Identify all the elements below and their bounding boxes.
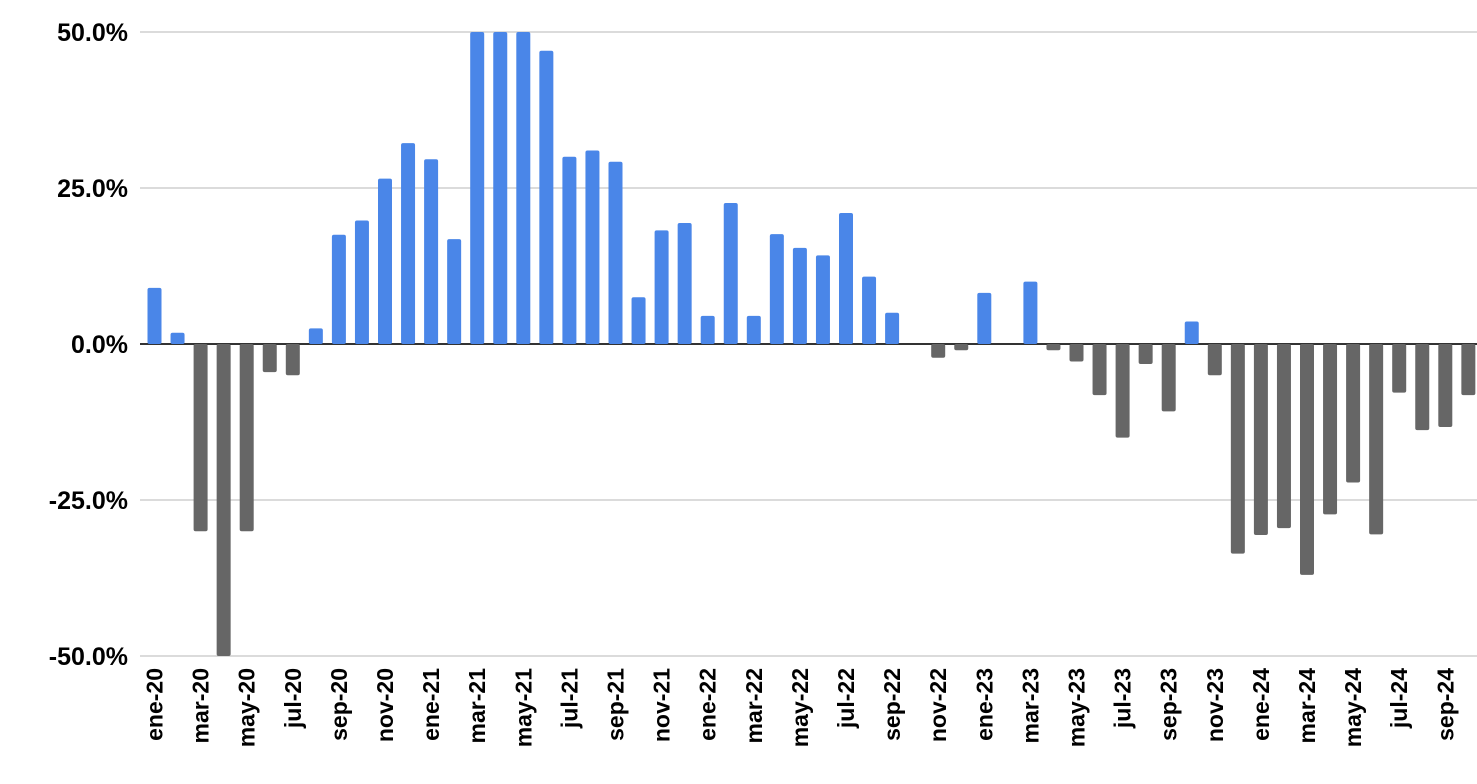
- bar-dic-22: [954, 344, 969, 351]
- bar-jun-23: [1092, 344, 1107, 396]
- bar-nov-21: [654, 230, 669, 344]
- x-tick-label: ene-21: [418, 668, 444, 741]
- bar-sep-21: [608, 161, 623, 344]
- y-tick-label: 0.0%: [71, 331, 128, 359]
- x-tick-label: jul-24: [1386, 668, 1412, 729]
- x-tick-label: jul-22: [833, 668, 859, 729]
- bar-mar-22: [746, 315, 761, 344]
- bar-may-21: [516, 32, 531, 344]
- x-tick-label: mar-21: [464, 668, 490, 744]
- x-tick-label: jul-20: [280, 668, 306, 729]
- bar-feb-21: [447, 239, 462, 344]
- x-tick-label: may-23: [1064, 668, 1090, 747]
- bar-ene-22: [700, 315, 715, 344]
- bar-nov-23: [1207, 344, 1222, 376]
- y-tick-label: 25.0%: [57, 175, 128, 203]
- bar-ene-20: [147, 287, 162, 344]
- bar-ago-23: [1138, 344, 1153, 364]
- bar-feb-22: [723, 202, 738, 344]
- bar-jun-20: [262, 344, 277, 373]
- bar-ago-22: [862, 276, 877, 344]
- bar-sep-22: [885, 312, 900, 344]
- bar-may-23: [1069, 344, 1084, 362]
- x-tick-label: may-20: [234, 668, 260, 747]
- bar-abr-23: [1046, 344, 1061, 351]
- bar-jun-24: [1369, 344, 1384, 535]
- bar-nov-22: [931, 344, 946, 358]
- bar-may-22: [792, 247, 807, 344]
- x-tick-label: nov-22: [925, 668, 951, 742]
- x-tick-label: may-22: [787, 668, 813, 747]
- x-tick-label: nov-21: [649, 668, 675, 742]
- bar-abr-24: [1323, 344, 1338, 515]
- y-axis-ticks: 50.0% 25.0% 0.0% -25.0% -50.0%: [49, 19, 128, 671]
- x-tick-label: mar-20: [188, 668, 214, 743]
- bar-ago-21: [585, 150, 600, 344]
- bar-jul-21: [562, 156, 577, 344]
- bar-feb-24: [1276, 344, 1291, 529]
- x-tick-label: ene-23: [971, 668, 997, 741]
- bar-abr-20: [216, 344, 231, 656]
- bar-oct-21: [631, 297, 646, 344]
- bar-oct-20: [354, 220, 369, 344]
- bar-jul-24: [1392, 344, 1407, 393]
- x-tick-label: mar-23: [1017, 668, 1043, 743]
- y-tick-label: 50.0%: [57, 19, 128, 47]
- bar-ene-24: [1253, 344, 1268, 535]
- x-tick-label: mar-22: [741, 668, 767, 743]
- bar-sep-20: [331, 234, 346, 344]
- bars: [147, 32, 1476, 656]
- bar-nov-20: [378, 178, 392, 344]
- x-tick-label: sep-24: [1432, 668, 1458, 741]
- bar-dic-23: [1230, 344, 1245, 554]
- bar-mar-20: [193, 344, 208, 532]
- x-tick-label: may-24: [1340, 668, 1366, 747]
- bar-sep-23: [1161, 344, 1176, 412]
- bar-sep-24: [1438, 344, 1453, 427]
- bar-abr-21: [493, 32, 508, 344]
- bar-ene-21: [424, 159, 439, 344]
- y-tick-label: -25.0%: [49, 487, 128, 515]
- bar-dic-20: [401, 143, 416, 344]
- x-tick-label: sep-20: [326, 668, 352, 741]
- bar-jun-21: [539, 50, 554, 344]
- bar-may-24: [1346, 344, 1361, 483]
- x-tick-label: nov-23: [1202, 668, 1228, 742]
- x-tick-label: ene-24: [1248, 668, 1274, 741]
- bar-oct-24: [1461, 344, 1476, 396]
- x-tick-label: sep-23: [1156, 668, 1182, 741]
- bar-jun-22: [815, 255, 830, 344]
- bar-may-20: [239, 344, 254, 532]
- bar-ago-24: [1415, 344, 1430, 431]
- bar-jul-22: [839, 212, 853, 344]
- bar-abr-22: [769, 234, 784, 344]
- x-tick-label: jul-23: [1110, 668, 1136, 729]
- x-tick-label: mar-24: [1294, 668, 1320, 744]
- x-tick-label: sep-21: [603, 668, 629, 741]
- bar-oct-23: [1184, 321, 1199, 344]
- bar-mar-24: [1300, 344, 1314, 575]
- bar-feb-20: [170, 332, 185, 344]
- x-tick-label: jul-21: [556, 668, 582, 729]
- x-tick-label: ene-22: [695, 668, 721, 741]
- y-tick-label: -50.0%: [49, 643, 128, 671]
- bar-jul-20: [285, 344, 300, 376]
- bar-ago-20: [308, 328, 323, 344]
- bar-mar-23: [1023, 281, 1038, 344]
- x-axis-ticks: ene-20 mar-20 may-20 jul-20 sep-20 nov-20 ene-…: [142, 668, 1459, 747]
- bar-dic-21: [677, 222, 692, 344]
- bar-jul-23: [1115, 344, 1130, 438]
- x-tick-label: sep-22: [879, 668, 905, 741]
- x-tick-label: nov-20: [372, 668, 398, 742]
- x-tick-label: ene-20: [142, 668, 168, 741]
- bar-ene-23: [977, 292, 992, 344]
- bar-mar-21: [470, 32, 485, 344]
- x-tick-label: may-21: [510, 668, 536, 747]
